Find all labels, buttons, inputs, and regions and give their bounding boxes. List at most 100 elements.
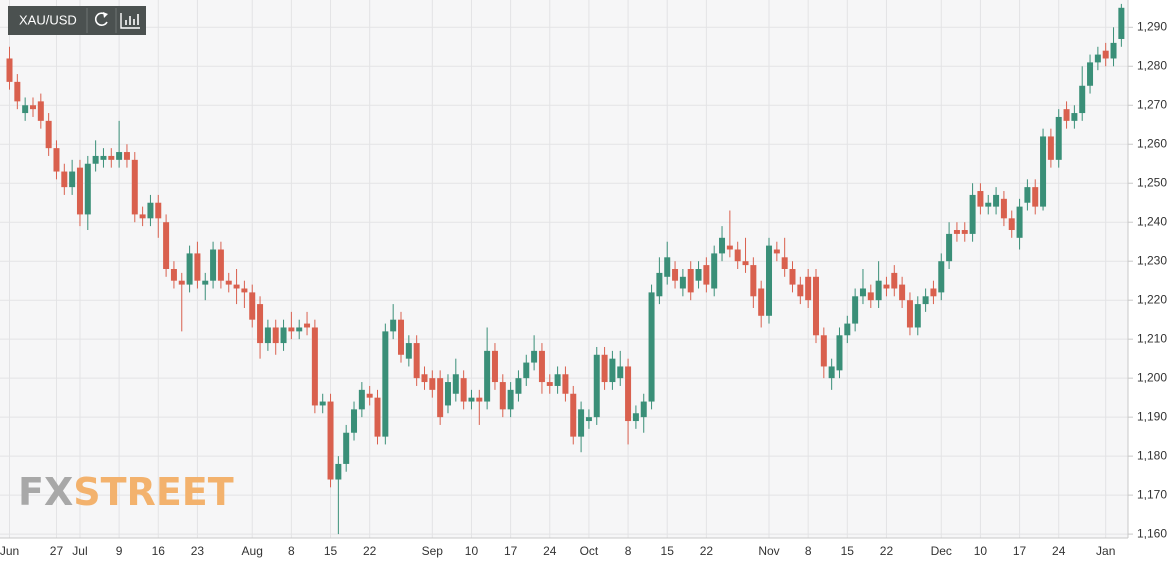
candle-body bbox=[22, 105, 29, 114]
candle-body bbox=[108, 155, 115, 160]
candle-body bbox=[217, 249, 224, 281]
candle-body bbox=[812, 276, 819, 336]
candle-body bbox=[311, 327, 318, 406]
candle-body bbox=[914, 304, 921, 328]
y-tick-label: 1,250 bbox=[1137, 175, 1167, 189]
candle-body bbox=[672, 269, 679, 281]
candle-body bbox=[264, 327, 271, 344]
candle-body bbox=[531, 350, 538, 363]
candle-body bbox=[45, 120, 52, 149]
candle-body bbox=[241, 288, 248, 293]
candle-body bbox=[444, 382, 451, 406]
candle-body bbox=[554, 374, 561, 386]
candle-body bbox=[546, 382, 553, 386]
candle-body bbox=[664, 257, 671, 277]
candle-body bbox=[1079, 85, 1086, 114]
toolbar-background bbox=[8, 6, 146, 35]
candle-body bbox=[139, 214, 146, 219]
candle-body bbox=[1063, 109, 1070, 121]
candle-body bbox=[930, 288, 937, 297]
candle-body bbox=[163, 222, 170, 269]
x-tick-label: 24 bbox=[543, 544, 557, 558]
candle-body bbox=[233, 284, 240, 289]
candle-body bbox=[69, 171, 76, 188]
candle-body bbox=[460, 378, 467, 402]
candle-body bbox=[977, 191, 984, 207]
candle-body bbox=[1118, 7, 1125, 39]
y-tick-label: 1,200 bbox=[1137, 370, 1167, 384]
x-tick-label: 10 bbox=[974, 544, 988, 558]
candle-body bbox=[398, 319, 404, 355]
candle-body bbox=[1000, 198, 1007, 219]
candle-body bbox=[358, 389, 365, 410]
x-tick-label: 22 bbox=[880, 544, 894, 558]
x-tick-label: 17 bbox=[504, 544, 518, 558]
candle-body bbox=[116, 152, 123, 160]
candle-body bbox=[202, 280, 209, 285]
candle-body bbox=[304, 323, 311, 328]
candle-body bbox=[679, 276, 686, 289]
x-tick-label: 15 bbox=[324, 544, 338, 558]
candle-body bbox=[1016, 206, 1023, 238]
candle-body bbox=[484, 350, 491, 402]
candle-body bbox=[523, 362, 530, 379]
candle-body bbox=[366, 393, 373, 398]
y-tick-label: 1,180 bbox=[1137, 448, 1167, 462]
y-tick-label: 1,290 bbox=[1137, 19, 1167, 33]
indicator-icon bbox=[120, 13, 140, 29]
candle-body bbox=[257, 304, 264, 344]
x-tick-label: Aug bbox=[242, 544, 263, 558]
refresh-button[interactable] bbox=[94, 12, 108, 26]
candle-body bbox=[922, 296, 929, 305]
y-tick-label: 1,280 bbox=[1137, 58, 1167, 72]
candle-body bbox=[969, 194, 976, 234]
x-tick-label: 15 bbox=[661, 544, 675, 558]
candle-body bbox=[1040, 136, 1047, 207]
candle-body bbox=[100, 155, 107, 160]
refresh-icon bbox=[94, 12, 108, 26]
candle-body bbox=[382, 331, 389, 437]
candle-body bbox=[656, 272, 663, 297]
candle-body bbox=[413, 343, 420, 379]
candle-body bbox=[1071, 113, 1078, 121]
candle-body bbox=[6, 58, 13, 82]
candle-body bbox=[272, 327, 279, 344]
candle-body bbox=[507, 389, 514, 410]
candle-body bbox=[170, 269, 177, 281]
candle-body bbox=[632, 413, 639, 422]
candle-body bbox=[946, 233, 953, 262]
y-tick-label: 1,240 bbox=[1137, 214, 1167, 228]
candle-body bbox=[452, 374, 459, 394]
indicator-button[interactable] bbox=[120, 13, 140, 29]
candle-body bbox=[617, 366, 624, 379]
candle-body bbox=[640, 401, 647, 418]
candle-body bbox=[194, 253, 201, 281]
candle-body bbox=[742, 261, 749, 266]
y-tick-label: 1,210 bbox=[1137, 331, 1167, 345]
candle-body bbox=[711, 253, 718, 289]
candle-body bbox=[844, 323, 851, 336]
candle-body bbox=[1094, 54, 1101, 63]
candle-body bbox=[734, 249, 741, 262]
candle-body bbox=[961, 230, 968, 234]
x-tick-label: 15 bbox=[841, 544, 855, 558]
x-tick-label: 8 bbox=[805, 544, 812, 558]
candle-body bbox=[820, 335, 827, 367]
candle-body bbox=[570, 393, 577, 437]
candle-body bbox=[805, 276, 812, 301]
candle-body bbox=[178, 280, 185, 285]
candle-body bbox=[280, 327, 287, 344]
candle-body bbox=[147, 202, 154, 219]
candle-body bbox=[390, 319, 397, 332]
candle-body bbox=[953, 230, 960, 234]
candle-body bbox=[789, 269, 796, 285]
watermark-street: STREET bbox=[73, 470, 233, 514]
symbol-label[interactable]: XAU/USD bbox=[19, 12, 77, 27]
candle-body bbox=[781, 257, 788, 269]
candle-body bbox=[319, 401, 326, 406]
candle-body bbox=[1110, 42, 1117, 59]
candle-body bbox=[1047, 136, 1054, 160]
candle-body bbox=[29, 105, 36, 110]
candle-body bbox=[92, 155, 99, 164]
